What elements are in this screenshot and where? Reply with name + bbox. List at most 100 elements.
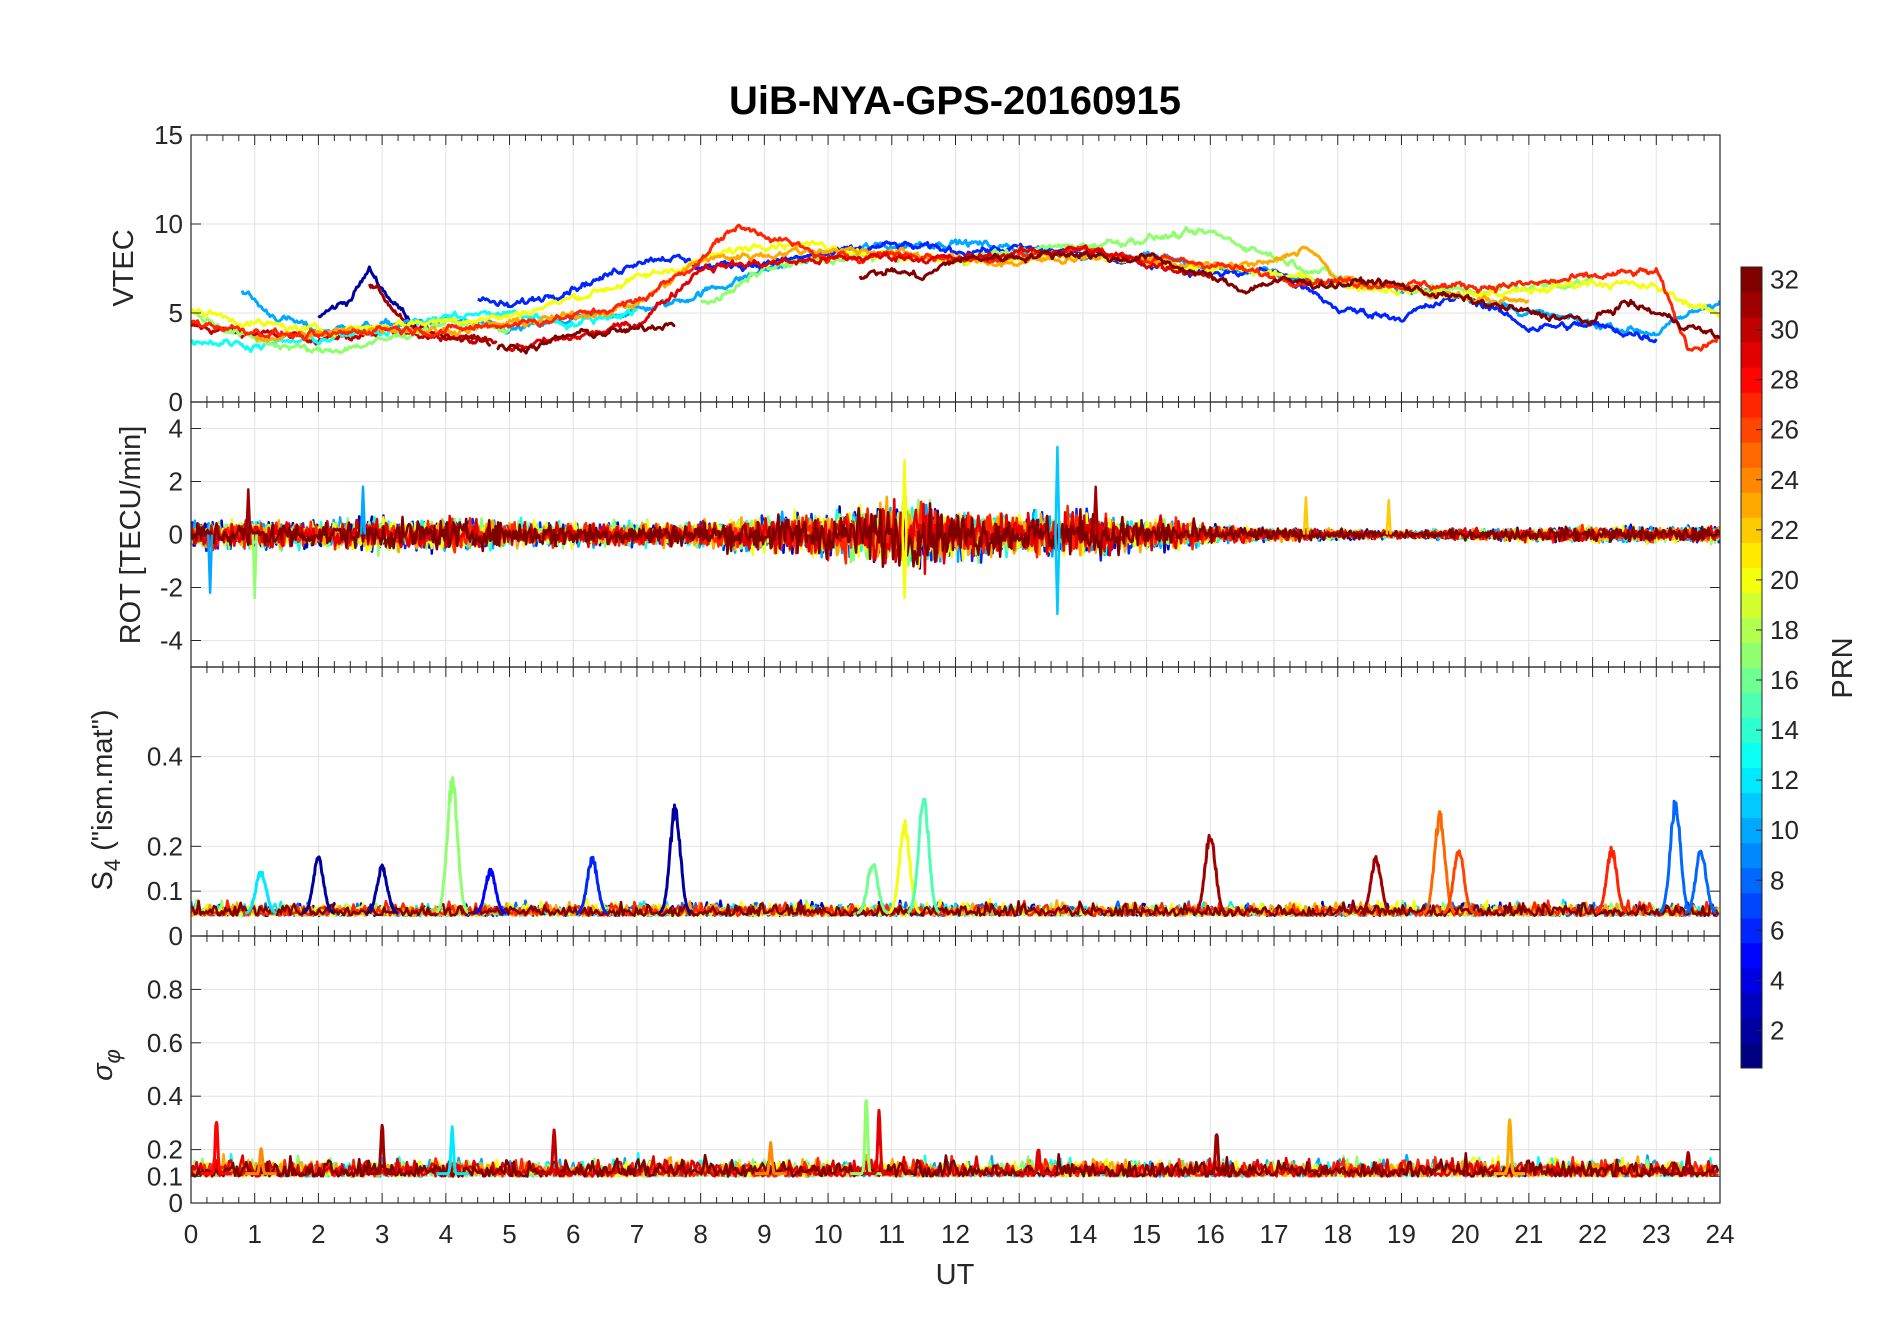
colorbar-tick-label: 30	[1770, 315, 1799, 345]
panel-sigma_phi: 00.10.2 0.4 0.6 0.8	[147, 935, 1721, 1218]
y-tick-label: 0.4	[147, 1081, 183, 1111]
sigma_phi-peak-prn-31	[365, 1123, 399, 1176]
vtec-ylabel: VTEC	[108, 229, 140, 306]
colorbar-box	[1740, 266, 1763, 1069]
vtec-series-prn-23	[254, 245, 1530, 343]
y-tick-label: 0	[169, 387, 183, 417]
colorbar-swatch	[1741, 492, 1762, 518]
colorbar-swatch	[1741, 367, 1762, 393]
s4-peak-prn-17	[435, 776, 469, 914]
x-tick-label: 10	[814, 1219, 843, 1249]
colorbar-tick-label: 14	[1770, 715, 1799, 745]
colorbar-swatch	[1741, 967, 1762, 994]
series-group	[191, 776, 1720, 918]
y-tick-label: -2	[160, 573, 183, 603]
x-axis-label: UT	[936, 1259, 975, 1291]
colorbar-swatch	[1741, 542, 1762, 568]
x-tick-label: 11	[878, 1219, 905, 1249]
colorbar-tick-label: 32	[1770, 265, 1799, 295]
s4-ylabel: S4 ("ism.mat")	[87, 709, 125, 890]
colorbar-tick-label: 10	[1770, 815, 1799, 845]
s4-peak-prn-6	[575, 855, 610, 915]
x-tick-label: 6	[566, 1219, 580, 1249]
rot-spike-prn-31	[245, 488, 252, 535]
rot-spike-prn-20	[901, 534, 908, 600]
s4-series-prn-32	[191, 899, 1720, 918]
colorbar-swatch	[1741, 892, 1762, 919]
x-tick-label: 8	[693, 1219, 707, 1249]
y-tick-label: 0.2	[147, 831, 183, 861]
colorbar-swatch	[1741, 992, 1762, 1019]
colorbar-swatch	[1741, 267, 1762, 293]
x-tick-label: 19	[1387, 1219, 1416, 1249]
panel-s4: 0 0.1 0.2 0.4	[147, 666, 1721, 951]
x-tick-label: 17	[1260, 1219, 1289, 1249]
colorbar-swatch	[1741, 467, 1762, 493]
y-tick-label: 5	[169, 298, 183, 328]
sigma_phi-peak-prn-29	[862, 1108, 896, 1176]
y-tick-label: 0.1	[147, 1161, 183, 1191]
colorbar-swatch	[1741, 517, 1762, 543]
sigma_phi-peak-prn-29	[1021, 1148, 1056, 1176]
colorbar-swatch	[1741, 642, 1762, 668]
colorbar-swatch	[1741, 342, 1762, 368]
y-tick-label: 0.1	[147, 876, 183, 906]
colorbar-swatch	[1741, 817, 1762, 844]
y-tick-label: -4	[160, 626, 183, 656]
s4-peak-prn-16	[855, 863, 890, 915]
rot-series-prn-32	[191, 502, 1720, 569]
colorbar-tick-label: 28	[1770, 365, 1799, 395]
s4-peak-prn-2	[658, 803, 692, 915]
rot-spike-prn-11	[1054, 445, 1061, 535]
y-tick-label: 2	[169, 467, 183, 497]
colorbar-swatch	[1741, 867, 1762, 894]
colorbar-label: PRN	[1827, 637, 1859, 698]
vtec-series-prn-29	[508, 244, 1212, 353]
s4-peak-prn-15	[906, 797, 941, 915]
colorbar-tick-label: 6	[1770, 915, 1784, 945]
y-tick-label: 0.4	[147, 742, 183, 772]
x-tick-label: 2	[311, 1219, 325, 1249]
rot-spike-prn-31	[1092, 485, 1099, 535]
rot-spike-prn-22	[1385, 498, 1392, 535]
colorbar-tick-label: 12	[1770, 765, 1799, 795]
y-tick-label: 0	[169, 921, 183, 951]
chart-title: UiB-NYA-GPS-20160915	[729, 79, 1181, 123]
x-tick-label: 13	[1005, 1219, 1034, 1249]
s4-peak-prn-5	[473, 867, 508, 915]
s4-peak-prn-31	[1359, 855, 1393, 915]
colorbar-tick-label: 26	[1770, 415, 1799, 445]
colorbar-swatch	[1741, 717, 1762, 744]
colorbar-swatch	[1741, 792, 1762, 819]
sigma_phi-peak-prn-24	[754, 1141, 788, 1176]
colorbar-swatch	[1741, 567, 1762, 593]
colorbar-tick-label: 8	[1770, 865, 1784, 895]
y-tick-label: 0.6	[147, 1028, 183, 1058]
x-tick-label: 1	[247, 1219, 261, 1249]
s4-peak-prn-20	[887, 818, 922, 915]
colorbar-tick-label: 4	[1770, 965, 1784, 995]
rot-spike-prn-17	[251, 534, 258, 600]
s4-peak-prn-12	[244, 870, 278, 915]
x-tick-label: 14	[1068, 1219, 1097, 1249]
vtec-series-prn-2	[317, 265, 420, 333]
s4-peak-prn-2	[301, 855, 336, 915]
sigma_phi-peak-prn-30	[537, 1128, 571, 1176]
panel-rot: -4 -2 0 2 4	[160, 401, 1721, 668]
colorbar-swatch	[1741, 392, 1762, 418]
x-tick-label: 15	[1132, 1219, 1161, 1249]
x-tick-label: 21	[1514, 1219, 1543, 1249]
colorbar-swatch	[1741, 442, 1762, 468]
x-tick-label: 20	[1451, 1219, 1480, 1249]
s4-peak-prn-26	[1442, 849, 1475, 915]
series-group	[191, 223, 1720, 355]
y-tick-label: 4	[169, 414, 183, 444]
sigma-phi-ylabel: σφ	[87, 1049, 125, 1081]
sigma_phi-peak-prn-24	[244, 1147, 278, 1176]
colorbar-tick-label: 16	[1770, 665, 1799, 695]
y-tick-label: 0.8	[147, 974, 183, 1004]
s4-peak-prn-31	[1193, 833, 1227, 915]
colorbar-swatch	[1741, 917, 1762, 944]
